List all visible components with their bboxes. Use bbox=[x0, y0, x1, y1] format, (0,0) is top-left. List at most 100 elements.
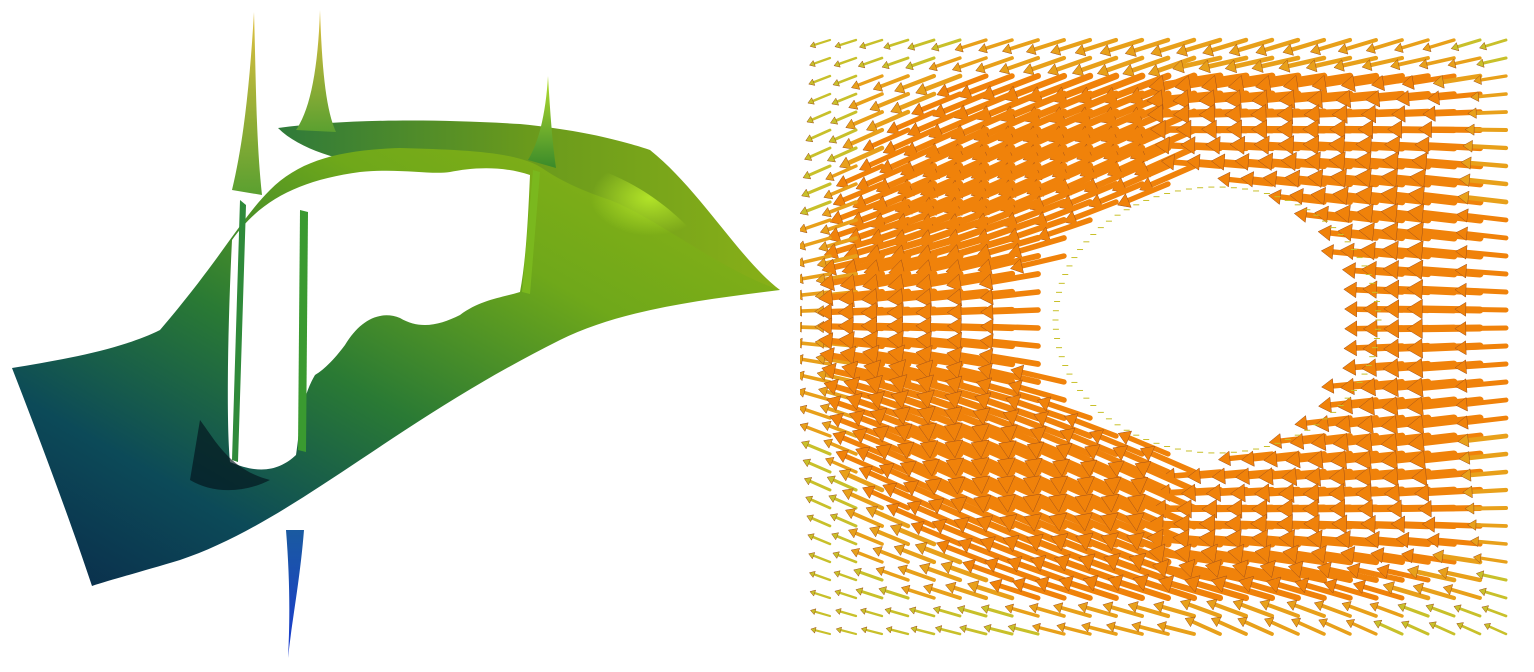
vector-arrow bbox=[833, 570, 858, 582]
vector-arrow bbox=[932, 91, 989, 119]
vector-arrow bbox=[1316, 561, 1379, 583]
vector-arrow bbox=[1294, 415, 1353, 431]
surface-shadow bbox=[190, 420, 270, 491]
vector-arrow bbox=[1077, 601, 1118, 618]
vector-arrow bbox=[1467, 107, 1508, 119]
vector-arrow bbox=[810, 626, 832, 636]
vector-arrow bbox=[1033, 411, 1093, 439]
vector-arrow bbox=[908, 606, 936, 618]
vector-arrow bbox=[1409, 168, 1484, 189]
vector-arrow bbox=[1397, 602, 1430, 618]
vector-arrow bbox=[1457, 190, 1509, 205]
vector-arrow bbox=[1475, 570, 1508, 582]
vector-arrow bbox=[850, 548, 884, 564]
vector-arrow bbox=[1462, 485, 1509, 499]
vector-arrow bbox=[953, 516, 1016, 548]
vector-arrow bbox=[1345, 619, 1378, 636]
vector-arrow bbox=[1139, 445, 1197, 475]
vector-arrow bbox=[1004, 603, 1040, 618]
vector-arrow bbox=[980, 318, 1041, 335]
vector-arrow bbox=[910, 521, 963, 547]
vector-arrow bbox=[1361, 55, 1405, 72]
vector-arrow bbox=[951, 56, 988, 73]
vector-arrow bbox=[1028, 602, 1066, 618]
vector-arrow bbox=[954, 38, 988, 53]
vector-arrow bbox=[989, 578, 1041, 601]
vector-arrow bbox=[1454, 340, 1509, 356]
vector-arrow bbox=[833, 56, 858, 68]
vector-arrow bbox=[865, 109, 911, 133]
vector-arrow bbox=[1376, 563, 1431, 583]
vector-arrow bbox=[1418, 56, 1456, 70]
vector-arrow bbox=[800, 337, 832, 349]
spike-blue-bottom bbox=[286, 530, 304, 658]
vector-arrow bbox=[883, 38, 910, 50]
vector-arrow bbox=[1478, 587, 1508, 600]
vector-arrow bbox=[838, 468, 885, 493]
vector-arrow bbox=[1206, 598, 1249, 619]
spike-yellow-mid bbox=[296, 10, 336, 132]
vector-arrow bbox=[886, 503, 937, 529]
vector-arrow bbox=[835, 608, 858, 618]
vector-arrow bbox=[977, 362, 1041, 385]
vector-arrow bbox=[853, 567, 884, 582]
vector-arrow bbox=[857, 56, 884, 69]
vector-arrow bbox=[885, 626, 910, 636]
vector-arrow bbox=[1031, 622, 1066, 636]
vector-arrow bbox=[808, 570, 832, 582]
vector-arrow bbox=[1476, 56, 1508, 68]
vector-arrow bbox=[882, 482, 937, 511]
vector-arrow bbox=[1469, 536, 1508, 548]
vector-arrow bbox=[1454, 263, 1509, 279]
vector-arrow bbox=[889, 523, 937, 547]
vector-arrow bbox=[940, 560, 989, 583]
vector-arrow bbox=[1454, 282, 1509, 298]
spike-green-right bbox=[528, 76, 556, 168]
vector-arrow bbox=[835, 163, 885, 189]
vector-arrow bbox=[977, 253, 1041, 276]
vector-arrow bbox=[1200, 543, 1276, 566]
vector-arrow bbox=[1432, 549, 1483, 565]
vector-arrow bbox=[875, 566, 910, 582]
vector-arrow bbox=[872, 546, 910, 564]
vector-arrow bbox=[832, 551, 858, 564]
vector-arrow bbox=[1323, 578, 1379, 601]
vector-arrow bbox=[1254, 544, 1328, 566]
vector-arrow bbox=[975, 377, 1042, 404]
vector-field-panel bbox=[800, 0, 1534, 672]
vector-arrow bbox=[806, 110, 832, 124]
vector-arrow bbox=[859, 607, 884, 618]
vector-arrow bbox=[1455, 396, 1509, 412]
vector-arrow bbox=[1259, 599, 1301, 619]
vector-arrow bbox=[1406, 565, 1457, 583]
vector-arrow bbox=[1282, 37, 1327, 56]
vector-arrow bbox=[851, 74, 884, 90]
vector-arrow bbox=[1479, 38, 1508, 51]
vector-arrow bbox=[905, 56, 936, 71]
vector-arrow bbox=[957, 537, 1015, 565]
vector-arrow bbox=[978, 271, 1041, 291]
vector-arrow bbox=[801, 182, 832, 198]
vector-arrow bbox=[1074, 37, 1119, 57]
vector-arrow bbox=[800, 254, 832, 268]
vector-arrow bbox=[826, 146, 858, 163]
vector-arrow bbox=[923, 583, 962, 600]
vector-arrow bbox=[872, 74, 910, 92]
vector-arrow bbox=[800, 218, 832, 234]
vector-arrow bbox=[1152, 558, 1224, 584]
vector-arrow bbox=[1071, 55, 1119, 77]
vector-arrow bbox=[975, 56, 1014, 74]
vector-arrow bbox=[1458, 173, 1509, 188]
vector-arrow bbox=[828, 128, 858, 144]
vector-arrow bbox=[1365, 38, 1404, 54]
vector-arrow bbox=[1472, 553, 1508, 564]
vector-arrow bbox=[821, 420, 858, 438]
vector-arrow bbox=[1457, 433, 1509, 448]
vector-arrow bbox=[1454, 321, 1509, 336]
vector-arrow bbox=[862, 270, 938, 294]
vector-arrow bbox=[1127, 601, 1171, 619]
vector-arrow bbox=[914, 541, 963, 565]
vector-arrow bbox=[1224, 55, 1275, 74]
vector-arrow bbox=[855, 446, 911, 475]
vector-arrow bbox=[802, 164, 832, 180]
